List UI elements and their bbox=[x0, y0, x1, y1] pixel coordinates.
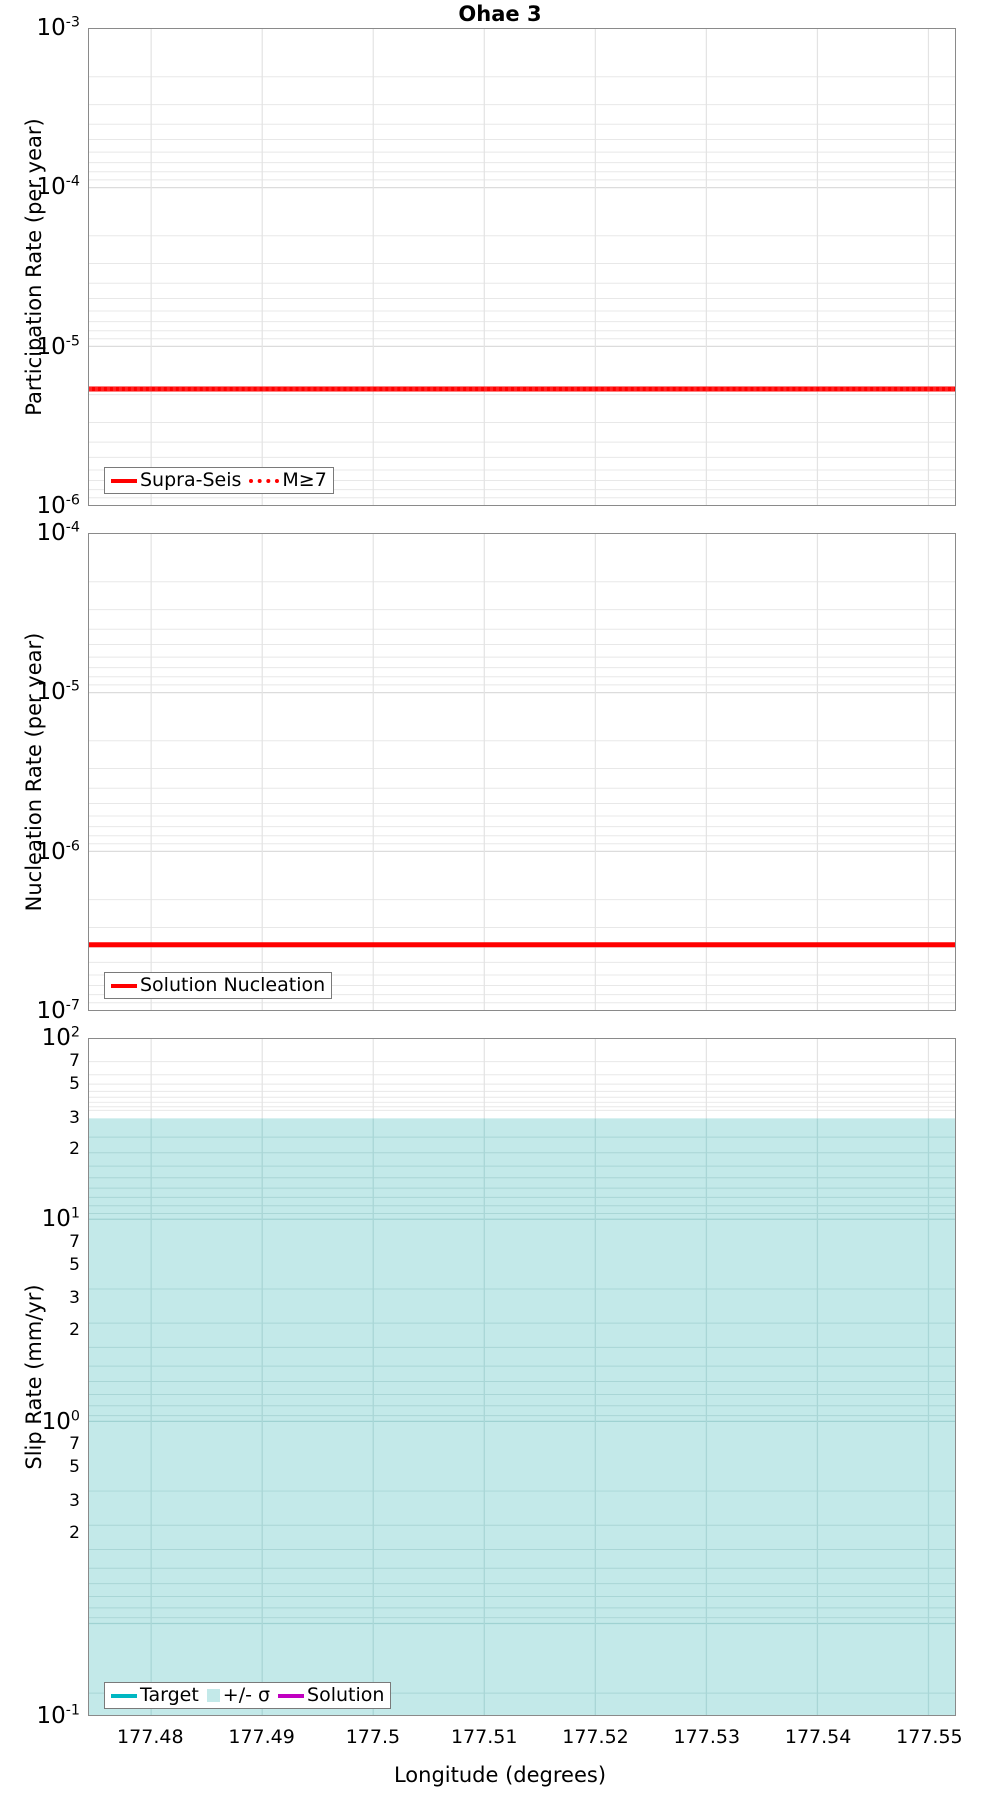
xtick-2: 177.5 bbox=[345, 1726, 401, 1748]
panel3-ytick-50: 5 bbox=[69, 1073, 80, 1094]
xtick-5: 177.53 bbox=[673, 1726, 741, 1748]
panel3-ytick-0p7: 7 bbox=[69, 1434, 80, 1455]
figure-title: Ohae 3 bbox=[458, 2, 542, 26]
legend-label: Solution bbox=[307, 1684, 385, 1706]
line-swatch-icon bbox=[111, 983, 137, 988]
panel1-legend: Supra-Seis M≥7 bbox=[104, 467, 334, 494]
panel-slip-rate bbox=[88, 1038, 956, 1716]
legend-label: Solution Nucleation bbox=[140, 974, 326, 996]
xtick-4: 177.52 bbox=[562, 1726, 629, 1748]
line-swatch-icon bbox=[111, 478, 137, 483]
legend-item-target: Target bbox=[111, 1686, 199, 1705]
legend-item-m-ge-7: M≥7 bbox=[249, 469, 327, 491]
panel2-ytick-1e-4: 10-4 bbox=[36, 519, 81, 546]
panel-nucleation-rate bbox=[88, 533, 956, 1011]
panel3-ylabel: Slip Rate (mm/yr) bbox=[22, 1284, 46, 1470]
panel3-ytick-3: 3 bbox=[69, 1288, 80, 1309]
panel3-grid bbox=[89, 1039, 955, 1715]
panel3-ytick-1e2: 102 bbox=[41, 1024, 80, 1051]
panel3-ytick-30: 3 bbox=[69, 1107, 80, 1128]
legend-item-solution-nucleation: Solution Nucleation bbox=[111, 976, 325, 995]
panel3-ytick-20: 2 bbox=[69, 1139, 80, 1160]
legend-label: Target bbox=[140, 1684, 199, 1706]
panel1-ytick-1e-3: 10-3 bbox=[36, 14, 81, 41]
panel3-ytick-0p3: 3 bbox=[69, 1491, 80, 1512]
dotted-line-swatch-icon bbox=[249, 478, 280, 483]
legend-label: Supra-Seis bbox=[140, 469, 242, 491]
legend-label: M≥7 bbox=[282, 469, 327, 491]
legend-item-solution: Solution bbox=[278, 1686, 384, 1705]
panel-participation-rate bbox=[88, 28, 956, 506]
panel3-ytick-5: 5 bbox=[69, 1254, 80, 1275]
xtick-6: 177.54 bbox=[784, 1726, 852, 1748]
panel3-ytick-2: 2 bbox=[69, 1319, 80, 1340]
patch-swatch-icon bbox=[206, 1689, 220, 1702]
panel3-ytick-1e-1: 10-1 bbox=[36, 1702, 81, 1729]
panel1-ylabel: Participation Rate (per year) bbox=[22, 118, 46, 416]
xtick-0: 177.48 bbox=[117, 1726, 184, 1748]
panel3-ytick-0p2: 2 bbox=[69, 1522, 80, 1543]
panel3-ytick-7: 7 bbox=[69, 1231, 80, 1252]
panel3-ytick-0p5: 5 bbox=[69, 1457, 80, 1478]
line-swatch-icon bbox=[278, 1693, 305, 1698]
xtick-3: 177.51 bbox=[450, 1726, 518, 1748]
panel1-ytick-1e-6: 10-6 bbox=[36, 492, 81, 519]
panel2-legend: Solution Nucleation bbox=[104, 972, 333, 999]
panel3-ytick-70: 7 bbox=[69, 1050, 80, 1071]
xaxis-label: Longitude (degrees) bbox=[393, 1763, 607, 1787]
panel1-ytick-1e-5: 10-5 bbox=[36, 333, 81, 360]
xtick-1: 177.49 bbox=[228, 1726, 295, 1748]
panel3-ytick-1e0: 100 bbox=[41, 1407, 80, 1435]
legend-item-sigma: +/- σ bbox=[206, 1684, 271, 1706]
panel2-ytick-1e-7: 10-7 bbox=[36, 997, 81, 1024]
panel2-ytick-1e-5: 10-5 bbox=[36, 678, 81, 706]
panel2-ytick-1e-6: 10-6 bbox=[36, 838, 81, 865]
panel2-ylabel: Nucleation Rate (per year) bbox=[22, 632, 46, 912]
panel2-grid bbox=[89, 534, 955, 1010]
series-sigma-band bbox=[89, 1118, 955, 1715]
panel1-grid bbox=[89, 29, 955, 505]
legend-item-supra-seis: Supra-Seis bbox=[111, 471, 241, 490]
panel3-ytick-1e1: 101 bbox=[41, 1205, 80, 1232]
line-swatch-icon bbox=[111, 1693, 137, 1698]
xtick-7: 177.55 bbox=[896, 1726, 963, 1748]
legend-label: +/- σ bbox=[222, 1684, 271, 1706]
panel3-legend: Target +/- σ Solution bbox=[104, 1682, 392, 1709]
panel1-ytick-1e-4: 10-4 bbox=[36, 173, 81, 201]
